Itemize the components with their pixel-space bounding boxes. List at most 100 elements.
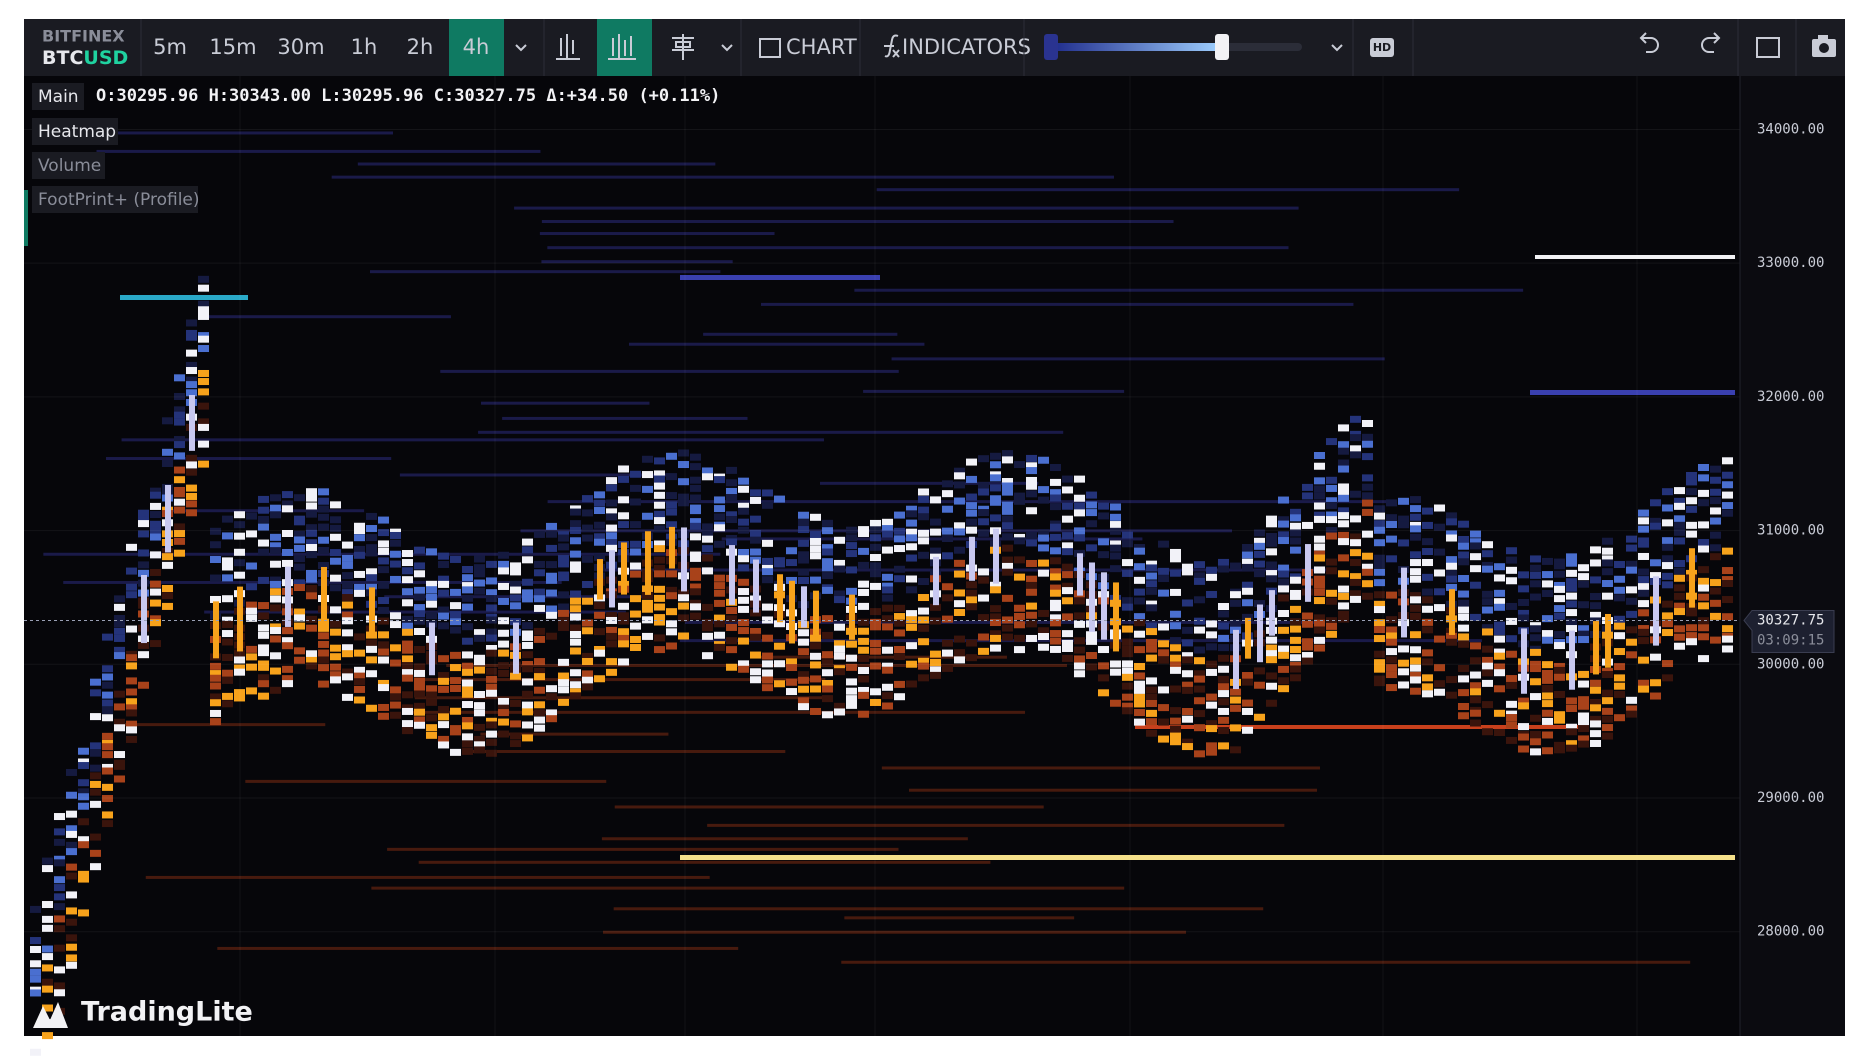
heatmap-cell — [114, 751, 125, 759]
heatmap-cell — [1002, 501, 1013, 509]
heatmap-cell — [606, 499, 617, 507]
layer-tag[interactable] — [32, 152, 105, 179]
heatmap-cell — [1542, 731, 1553, 739]
heatmap-cell — [210, 670, 221, 678]
hd-badge-bg[interactable] — [1370, 38, 1394, 57]
timeframe-button[interactable]: 1h — [351, 35, 378, 59]
heatmap-cell — [1446, 530, 1457, 538]
heatmap-cell — [1194, 724, 1205, 732]
liquidity-band — [446, 663, 1067, 667]
timeframe-button[interactable]: 2h — [407, 35, 434, 59]
undo-button[interactable] — [1639, 32, 1659, 53]
heatmap-cell — [1566, 584, 1577, 592]
heatmap-cell — [126, 654, 137, 662]
heatmap-cell — [606, 524, 617, 532]
heatmap-cell — [894, 511, 905, 519]
heatmap-cell — [222, 574, 233, 582]
symbol[interactable]: BTCUSD — [42, 47, 128, 69]
heatmap-cell — [1590, 576, 1601, 584]
heatmap-cell — [1638, 517, 1649, 525]
heatmap-cell — [738, 485, 749, 493]
current-price-tag — [1743, 609, 1835, 653]
heatmap-cell — [822, 651, 833, 659]
heatmap-cell — [1626, 651, 1637, 659]
heatmap-cell — [990, 619, 1001, 627]
heatmap-cell — [570, 526, 581, 534]
heatmap-cell — [822, 659, 833, 667]
heatmap-cell — [1098, 502, 1109, 510]
liquidity-band — [707, 823, 1285, 827]
heatmap-cell — [1062, 486, 1073, 494]
redo-button[interactable] — [1701, 32, 1721, 53]
heatmap-cell — [210, 595, 221, 603]
heatmap-cell — [834, 640, 845, 648]
heatmap-cell — [1362, 508, 1373, 516]
heatmap-cell — [426, 580, 437, 588]
heatmap-cell — [1146, 572, 1157, 580]
tool-dropdown[interactable] — [721, 44, 733, 52]
candles-button[interactable] — [556, 34, 580, 60]
layer-tag[interactable] — [32, 83, 84, 110]
heatmap-cell — [1698, 539, 1709, 547]
heatmap-cell — [330, 628, 341, 636]
heatmap-cell — [1062, 639, 1073, 647]
timeframe-button[interactable]: 30m — [277, 35, 324, 59]
liquidity-band — [876, 188, 1460, 192]
heatmap-cell — [510, 740, 521, 748]
timeframe-button[interactable]: 4h — [463, 35, 490, 59]
heatmap-cell — [306, 539, 317, 547]
heatmap-cell — [1074, 527, 1085, 535]
heatmap-cell — [186, 500, 197, 508]
heatmap-cell — [1134, 686, 1145, 694]
heatmap-cell — [1710, 544, 1721, 552]
heatmap-cell — [858, 526, 869, 534]
heatmap-cell — [1122, 682, 1133, 690]
heatmap-cell — [690, 583, 701, 591]
heatmap-cell — [378, 617, 389, 625]
heatmap-cell — [486, 616, 497, 624]
heatmap-cell — [1590, 559, 1601, 567]
heatmap-cell — [366, 670, 377, 678]
layer-name: Main — [38, 87, 79, 107]
heatmap-cell — [558, 609, 569, 617]
slider-dropdown[interactable] — [1331, 44, 1343, 52]
heatmap-cell — [462, 668, 473, 676]
timeframe-button[interactable]: 5m — [153, 35, 187, 59]
liquidity-band — [371, 886, 1125, 890]
heatmap-cell — [534, 686, 545, 694]
heatmap-cell — [1170, 569, 1181, 577]
chart-button[interactable]: CHART — [786, 35, 857, 59]
indicators-button[interactable]: INDICATORS — [902, 35, 1031, 59]
screenshot-button[interactable] — [1812, 35, 1836, 57]
heatmap-cell — [1254, 570, 1265, 578]
heatmap-cell — [618, 612, 629, 620]
heatmap-cell — [1338, 447, 1349, 455]
slider-handle-left[interactable] — [1044, 34, 1058, 60]
timeframe-button[interactable]: 15m — [209, 35, 256, 59]
heatmap-cell — [210, 693, 221, 701]
heatmap-cell — [1386, 555, 1397, 563]
heatmap-cell — [1578, 630, 1589, 638]
heatmap-cell — [1578, 564, 1589, 572]
heatmap-cell — [1218, 565, 1229, 573]
heatmap-cell — [654, 646, 665, 654]
heatmap-cell — [390, 575, 401, 583]
layout-button[interactable] — [1756, 37, 1780, 58]
crosshair-button[interactable] — [672, 34, 694, 60]
heatmap-cell — [306, 502, 317, 510]
heatmap-cell — [198, 378, 209, 386]
layer-tag[interactable] — [32, 118, 118, 145]
liquidity-band — [207, 315, 451, 319]
heatmap-cell — [966, 654, 977, 662]
slider-handle-right[interactable] — [1215, 34, 1229, 60]
heatmap-cell — [1302, 492, 1313, 500]
timeframe-dropdown[interactable] — [515, 44, 527, 52]
heatmap-cell — [810, 661, 821, 669]
heatmap-cell — [882, 530, 893, 538]
heatmap-cell — [438, 706, 449, 714]
heatmap-cell — [30, 968, 41, 976]
layer-tag[interactable] — [32, 186, 198, 213]
heatmap-cell — [1686, 609, 1697, 617]
heatmap-cell — [1614, 682, 1625, 690]
heatmap-cell — [1602, 537, 1613, 545]
